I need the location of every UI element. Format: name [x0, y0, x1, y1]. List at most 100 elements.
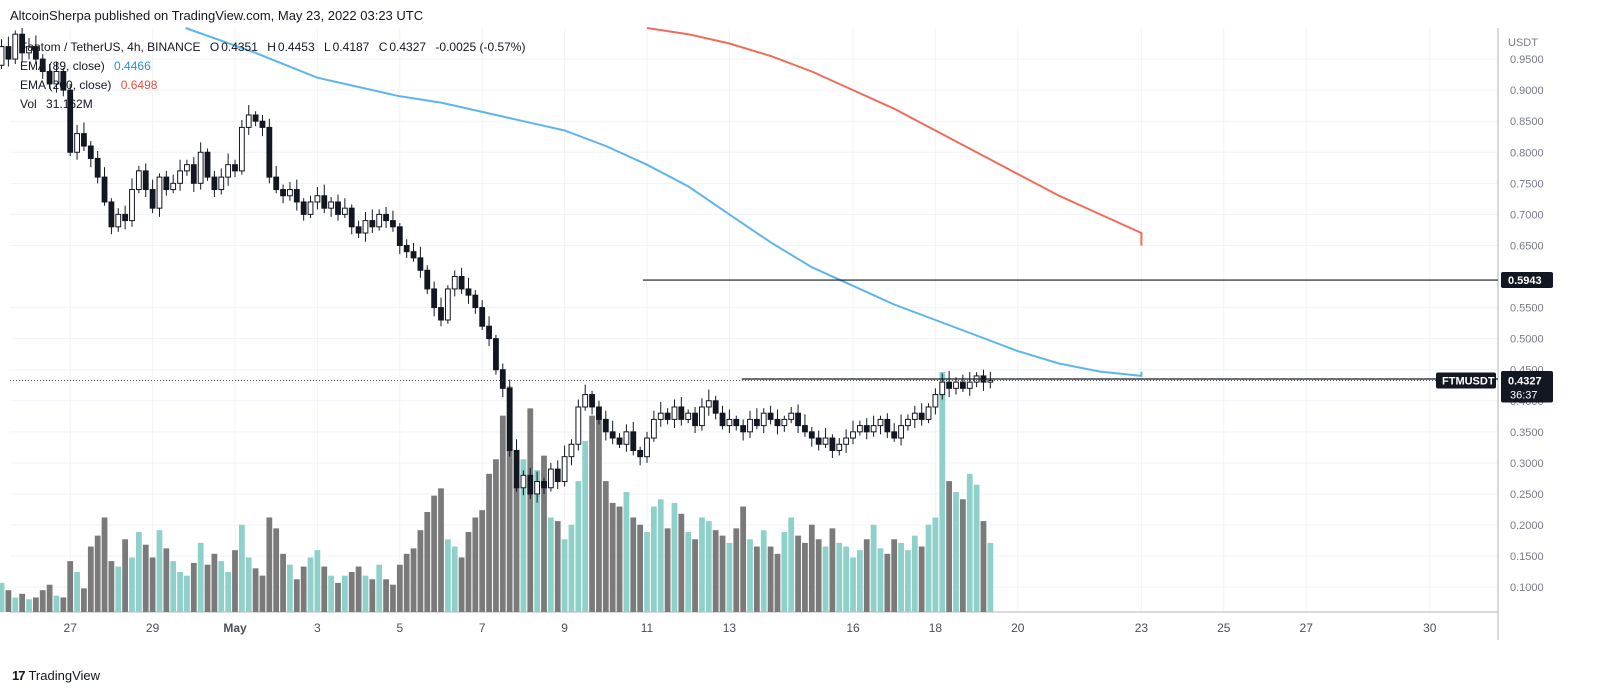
candle-body[interactable]	[513, 449, 520, 489]
candle-body[interactable]	[129, 189, 135, 222]
candle-body[interactable]	[300, 201, 307, 215]
candle-body[interactable]	[26, 46, 32, 54]
candle-body[interactable]	[815, 437, 822, 445]
candle-body[interactable]	[163, 176, 170, 191]
candle-body[interactable]	[726, 418, 733, 427]
candle-body[interactable]	[589, 394, 595, 408]
candle-body[interactable]	[575, 406, 582, 445]
candle-body[interactable]	[211, 176, 218, 191]
candle-body[interactable]	[438, 307, 444, 321]
candle-body[interactable]	[458, 276, 465, 290]
candle-body[interactable]	[850, 431, 856, 439]
candle-body[interactable]	[733, 418, 740, 427]
candle-body[interactable]	[829, 437, 836, 451]
candle-body[interactable]	[877, 418, 884, 427]
candle-body[interactable]	[547, 468, 554, 489]
candle-body[interactable]	[383, 213, 389, 222]
candle-body[interactable]	[788, 412, 795, 420]
candle-body[interactable]	[987, 379, 994, 383]
candle-body[interactable]	[918, 412, 925, 420]
candle-body[interactable]	[321, 195, 328, 209]
candle-body[interactable]	[561, 456, 568, 483]
candle-body[interactable]	[953, 381, 959, 389]
candle-body[interactable]	[410, 251, 417, 259]
candle-body[interactable]	[808, 431, 815, 439]
candle-body[interactable]	[94, 157, 101, 178]
candle-body[interactable]	[348, 207, 355, 228]
candle-body[interactable]	[699, 406, 705, 427]
candle-body[interactable]	[753, 418, 760, 427]
candle-body[interactable]	[719, 412, 726, 427]
candle-body[interactable]	[19, 33, 26, 54]
candle-body[interactable]	[898, 425, 904, 439]
candle-body[interactable]	[46, 70, 53, 85]
candle-body[interactable]	[32, 46, 39, 60]
candle-body[interactable]	[60, 70, 67, 91]
candle-body[interactable]	[630, 431, 637, 451]
candle-body[interactable]	[506, 387, 513, 451]
candle-body[interactable]	[946, 381, 953, 389]
candle-body[interactable]	[225, 164, 232, 178]
candle-body[interactable]	[685, 412, 692, 420]
candle-body[interactable]	[637, 449, 644, 458]
candle-body[interactable]	[554, 468, 561, 483]
candle-body[interactable]	[479, 307, 486, 327]
candle-body[interactable]	[238, 126, 245, 172]
candle-body[interactable]	[252, 114, 259, 122]
candle-body[interactable]	[190, 164, 197, 184]
candle-body[interactable]	[170, 182, 177, 191]
candle-body[interactable]	[705, 400, 712, 408]
candle-body[interactable]	[836, 443, 843, 451]
candle-body[interactable]	[650, 418, 657, 439]
candle-body[interactable]	[747, 418, 753, 433]
candle-body[interactable]	[362, 220, 369, 234]
candle-body[interactable]	[863, 425, 870, 433]
candle-body[interactable]	[266, 126, 273, 178]
candle-body[interactable]	[664, 412, 671, 420]
candle-body[interactable]	[870, 425, 877, 433]
candle-body[interactable]	[795, 412, 801, 427]
candle-body[interactable]	[390, 220, 396, 228]
candle-body[interactable]	[499, 369, 506, 389]
tradingview-footer[interactable]: 17 TradingView	[12, 668, 100, 683]
candle-body[interactable]	[781, 418, 788, 427]
candle-body[interactable]	[259, 120, 266, 128]
candle-body[interactable]	[314, 195, 321, 203]
candle-body[interactable]	[0, 46, 5, 66]
candle-body[interactable]	[101, 176, 108, 203]
candle-body[interactable]	[115, 213, 122, 228]
symbol-tag[interactable]: FTMUSDT	[1442, 375, 1495, 387]
candle-body[interactable]	[891, 431, 898, 439]
candle-body[interactable]	[596, 406, 602, 420]
candle-body[interactable]	[369, 220, 376, 228]
candle-body[interactable]	[108, 201, 115, 228]
legend-ema200-row[interactable]: EMA (200, close) 0.6498	[20, 76, 525, 95]
candle-body[interactable]	[966, 381, 973, 389]
candle-body[interactable]	[616, 437, 623, 445]
candle-body[interactable]	[417, 257, 424, 271]
candle-body[interactable]	[925, 406, 932, 420]
candle-body[interactable]	[197, 151, 204, 184]
candle-body[interactable]	[355, 226, 362, 234]
candle-body[interactable]	[774, 418, 781, 427]
candle-body[interactable]	[204, 151, 211, 178]
candle-body[interactable]	[884, 418, 891, 433]
candle-body[interactable]	[280, 189, 286, 197]
candle-body[interactable]	[493, 338, 499, 371]
candle-body[interactable]	[5, 46, 12, 60]
candle-body[interactable]	[12, 33, 19, 60]
candle-body[interactable]	[156, 176, 163, 209]
candle-body[interactable]	[232, 164, 238, 172]
candle-body[interactable]	[149, 189, 156, 209]
candle-body[interactable]	[541, 481, 547, 489]
candle-body[interactable]	[911, 412, 918, 420]
candle-body[interactable]	[341, 207, 348, 215]
candle-body[interactable]	[135, 170, 142, 191]
candle-body[interactable]	[74, 133, 80, 153]
candle-body[interactable]	[67, 89, 74, 153]
candle-body[interactable]	[293, 189, 300, 203]
candle-body[interactable]	[287, 189, 293, 197]
candle-body[interactable]	[53, 70, 60, 85]
candle-body[interactable]	[424, 269, 431, 290]
